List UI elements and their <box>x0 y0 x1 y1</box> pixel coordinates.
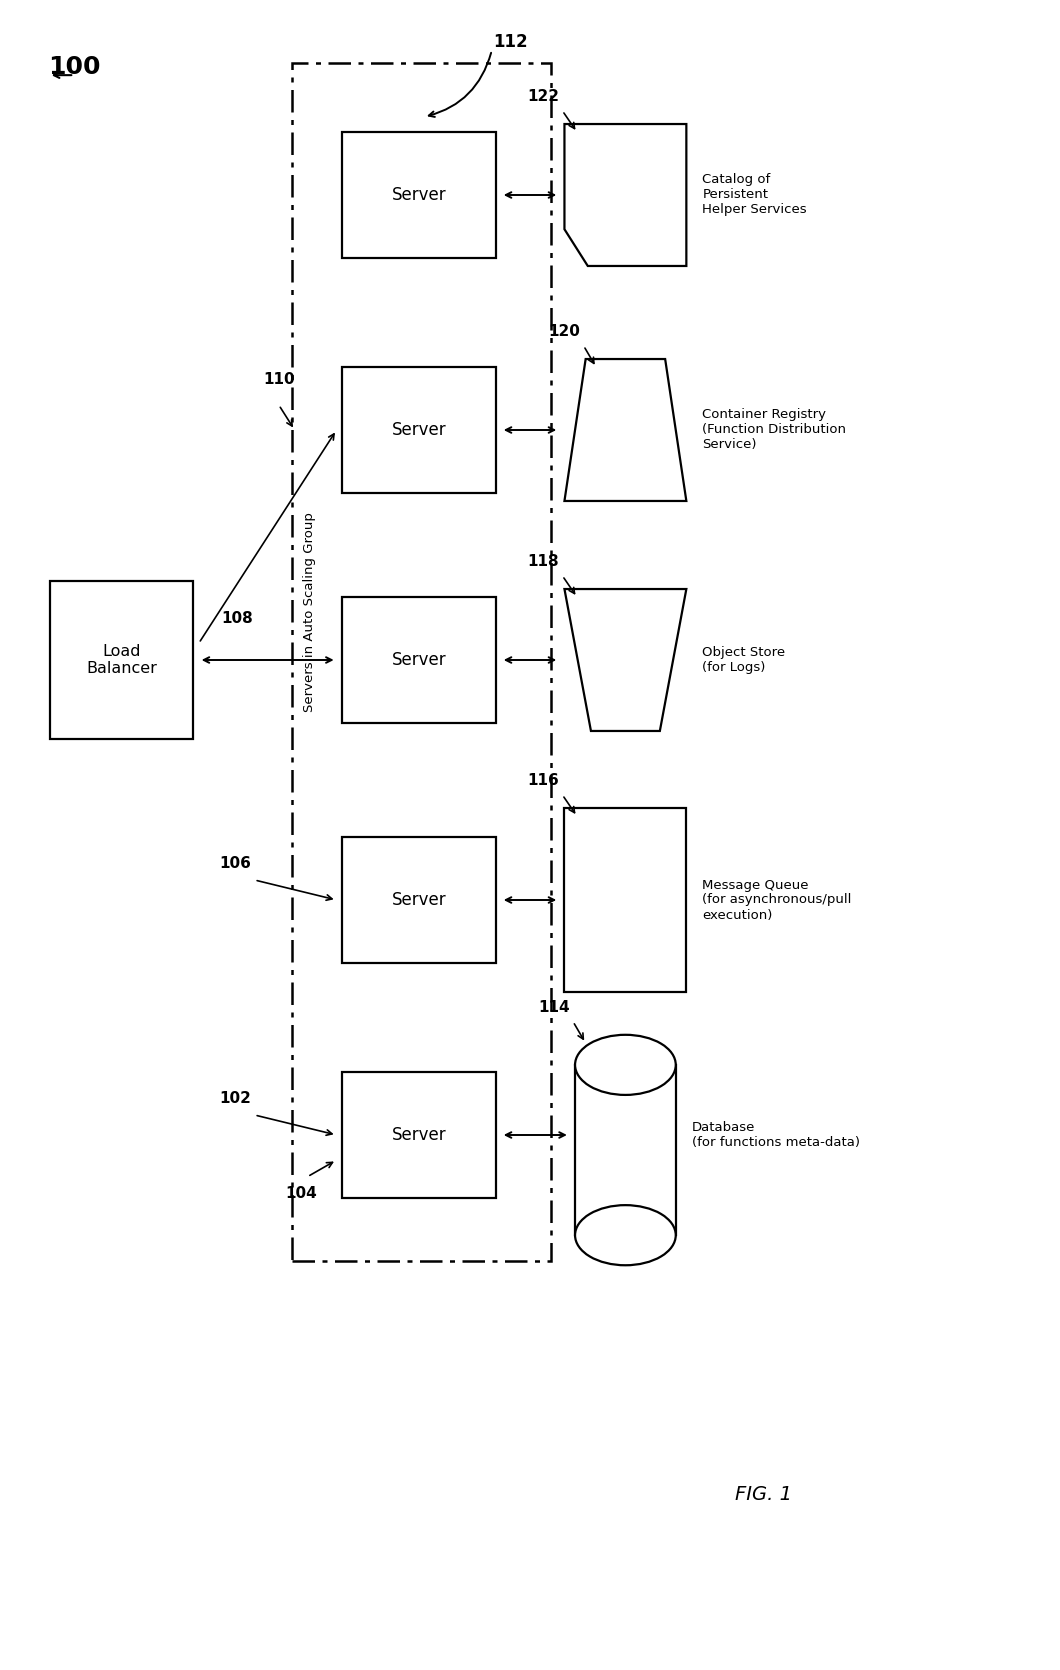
Text: 110: 110 <box>263 372 295 387</box>
Polygon shape <box>564 124 687 266</box>
Text: 114: 114 <box>538 1000 570 1015</box>
Bar <box>341 367 496 493</box>
Text: Database
(for functions meta-data): Database (for functions meta-data) <box>691 1121 860 1149</box>
Text: FIG. 1: FIG. 1 <box>735 1485 792 1505</box>
Bar <box>564 808 687 992</box>
Text: Server: Server <box>391 892 446 908</box>
Bar <box>341 598 496 723</box>
Text: 112: 112 <box>493 33 528 50</box>
Text: Server: Server <box>391 421 446 439</box>
Bar <box>341 1072 496 1197</box>
Text: 104: 104 <box>285 1186 317 1201</box>
Text: Server: Server <box>391 185 446 204</box>
Bar <box>292 63 551 1261</box>
Text: 116: 116 <box>528 773 560 788</box>
Text: Object Store
(for Logs): Object Store (for Logs) <box>702 646 785 675</box>
Text: 102: 102 <box>219 1091 251 1106</box>
Text: 120: 120 <box>548 324 581 339</box>
Bar <box>341 837 496 962</box>
Text: Server: Server <box>391 651 446 670</box>
Text: Server: Server <box>391 1126 446 1144</box>
Text: Container Registry
(Function Distribution
Service): Container Registry (Function Distributio… <box>702 409 846 451</box>
Bar <box>341 132 496 257</box>
Text: Load
Balancer: Load Balancer <box>87 645 157 676</box>
Text: Catalog of
Persistent
Helper Services: Catalog of Persistent Helper Services <box>702 174 807 217</box>
Ellipse shape <box>575 1206 676 1266</box>
Text: 100: 100 <box>48 55 101 78</box>
Text: 108: 108 <box>222 611 253 626</box>
Polygon shape <box>564 359 687 501</box>
Ellipse shape <box>575 1035 676 1096</box>
Text: Message Queue
(for asynchronous/pull
execution): Message Queue (for asynchronous/pull exe… <box>702 878 851 922</box>
Polygon shape <box>564 590 687 731</box>
Bar <box>51 581 194 740</box>
Text: 122: 122 <box>527 89 560 104</box>
Bar <box>575 1065 675 1236</box>
Text: 118: 118 <box>528 554 560 569</box>
Text: 106: 106 <box>219 855 251 870</box>
Text: Servers in Auto Scaling Group: Servers in Auto Scaling Group <box>303 513 316 711</box>
